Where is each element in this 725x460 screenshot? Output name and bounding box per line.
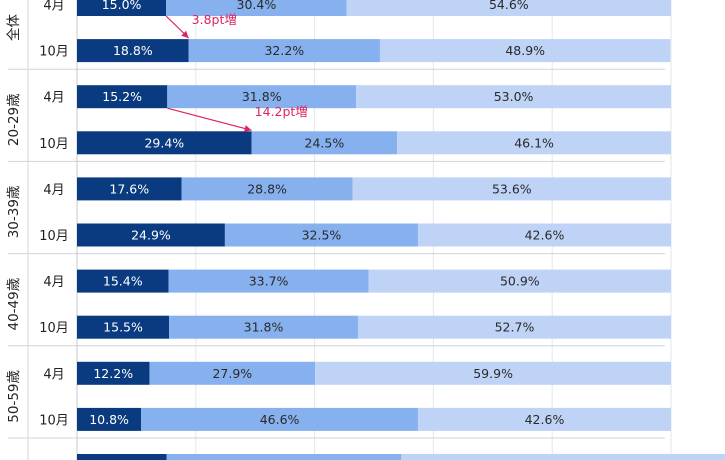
bar-segment: [417, 223, 671, 247]
bar-category-label: 10月: [39, 137, 69, 152]
group-label: 30-39歳: [6, 185, 22, 238]
bar-category-label: 4月: [43, 91, 64, 106]
data-label: 31.8%: [244, 320, 284, 335]
data-label: 54.6%: [489, 0, 529, 12]
data-label: 12.2%: [93, 366, 133, 381]
bar-category-label: 4月: [43, 367, 64, 382]
bar-segment: [168, 269, 369, 293]
data-label: 53.6%: [492, 181, 532, 196]
bar-segment: [77, 39, 189, 63]
data-label: 32.2%: [264, 43, 304, 58]
group-label: 40-49歳: [6, 277, 22, 330]
data-label: 46.1%: [514, 135, 554, 150]
bar-segment: [166, 0, 347, 16]
data-label: 24.9%: [131, 228, 171, 243]
bar-segment: [188, 39, 380, 63]
bar-segment: [166, 454, 402, 460]
bar-segment: [77, 315, 170, 339]
data-label: 46.6%: [260, 412, 300, 427]
bar-segment: [141, 407, 418, 431]
data-label: 59.9%: [473, 366, 513, 381]
bar-segment: [77, 85, 168, 109]
bar-segment: [77, 407, 142, 431]
bar-segment: [224, 223, 418, 247]
bar-segment: [77, 454, 167, 460]
data-label: 55.5%: [546, 458, 586, 460]
annotation-label: 14.2pt増: [255, 104, 308, 119]
bar-segment: [77, 223, 225, 247]
bar-segment: [346, 0, 671, 16]
bar-segment: [352, 177, 671, 201]
bar-segment: [251, 131, 398, 155]
bar-segment: [77, 269, 169, 293]
bar-category-label: 10月: [39, 45, 69, 60]
bar-segment: [167, 85, 357, 109]
data-label: 53.0%: [494, 89, 534, 104]
bar-category-label: 4月: [43, 183, 64, 198]
bar-segment: [315, 361, 671, 385]
bar-category-label: 10月: [39, 413, 69, 428]
data-label: 24.5%: [305, 135, 345, 150]
data-label: 15.0%: [102, 0, 142, 12]
data-label: 32.5%: [302, 228, 342, 243]
bar-segment: [357, 315, 671, 339]
bar-category-label: 4月: [43, 0, 64, 14]
data-label: 30.4%: [237, 0, 277, 12]
bar-category-label: 10月: [39, 321, 69, 336]
data-label: 50.9%: [500, 274, 540, 289]
data-label: 39.5%: [264, 458, 304, 460]
data-label: 48.9%: [505, 43, 545, 58]
bar-segment: [401, 454, 725, 460]
bar-segment: [397, 131, 671, 155]
bar-segment: [368, 269, 671, 293]
data-label: 28.8%: [247, 181, 287, 196]
annotation-label: 3.8pt増: [192, 12, 237, 27]
bar-category-label: 4月: [43, 275, 64, 290]
data-label: 33.7%: [249, 274, 289, 289]
data-label: 10.8%: [89, 412, 129, 427]
data-label: 15.4%: [103, 274, 143, 289]
bar-segment: [169, 315, 358, 339]
annotation-arrowhead: [243, 125, 252, 132]
data-label: 52.7%: [495, 320, 535, 335]
bar-segment: [379, 39, 671, 63]
bar-segment: [356, 85, 671, 109]
bar-segment: [77, 361, 150, 385]
bar-segment: [77, 131, 252, 155]
group-label: 全体: [5, 14, 22, 41]
bar-segment: [77, 177, 182, 201]
data-label: 17.6%: [109, 181, 149, 196]
data-label: 31.8%: [242, 89, 282, 104]
bar-segment: [77, 0, 167, 16]
annotation-arrow: [167, 107, 252, 131]
bar-category-label: 10月: [39, 229, 69, 244]
data-label: 15.1%: [102, 458, 142, 460]
bar-segment: [417, 407, 671, 431]
data-label: 18.8%: [113, 43, 153, 58]
data-label: 15.5%: [103, 320, 143, 335]
group-label: 50-59歳: [6, 369, 22, 422]
data-label: 15.2%: [102, 89, 142, 104]
annotation-arrowhead: [181, 30, 189, 39]
data-label: 27.9%: [212, 366, 252, 381]
data-label: 29.4%: [144, 135, 184, 150]
bar-segment: [181, 177, 353, 201]
data-label: 42.6%: [525, 228, 565, 243]
bar-segment: [149, 361, 316, 385]
data-label: 42.6%: [525, 412, 565, 427]
group-label: 20-29歳: [6, 93, 22, 146]
